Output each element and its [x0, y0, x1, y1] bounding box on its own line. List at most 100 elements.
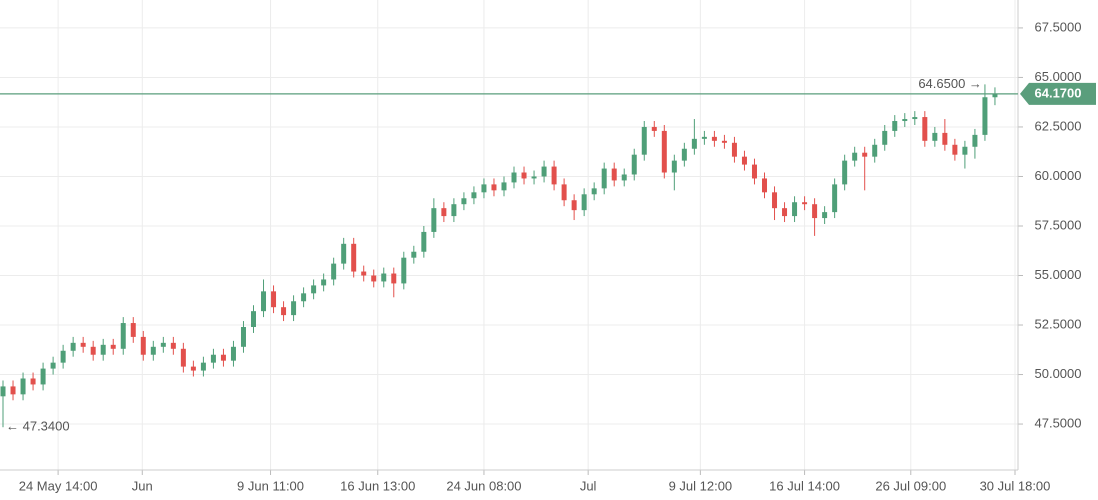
- candle-body: [491, 184, 497, 191]
- candle-body: [401, 257, 407, 284]
- candle-body: [210, 354, 216, 363]
- candle-body: [331, 263, 337, 280]
- candle-body: [10, 386, 16, 395]
- candle-body: [180, 348, 186, 367]
- low-annotation: ← 47.3400: [6, 419, 70, 434]
- candle-body: [451, 204, 457, 217]
- candle-body: [661, 130, 667, 173]
- candle-body: [80, 342, 86, 347]
- candle-body: [872, 144, 878, 157]
- candle-body: [511, 172, 517, 183]
- candle-body: [521, 172, 527, 179]
- x-tick-label: Jul: [580, 478, 597, 493]
- candle-body: [561, 184, 567, 201]
- y-tick-label: 52.5000: [1035, 316, 1082, 331]
- candle-body: [992, 93, 998, 98]
- candle-body: [110, 344, 116, 349]
- candle-body: [601, 168, 607, 189]
- candle-body: [902, 119, 908, 122]
- candle-body: [321, 279, 327, 286]
- last-price-label: 64.1700: [1035, 85, 1082, 100]
- candle-body: [311, 285, 317, 294]
- candle-body: [341, 243, 347, 264]
- candle-body: [100, 344, 106, 355]
- candle-body: [20, 378, 26, 395]
- candle-body: [50, 362, 56, 369]
- candle-body: [120, 323, 126, 349]
- candle-body: [160, 342, 166, 347]
- candle-body: [962, 146, 968, 155]
- x-tick-label: 16 Jun 13:00: [340, 478, 415, 493]
- candle-body: [591, 188, 597, 195]
- candle-body: [581, 194, 587, 211]
- candle-body: [751, 164, 757, 179]
- candle-body: [721, 140, 727, 143]
- x-tick-label: 9 Jul 12:00: [669, 478, 733, 493]
- candle-body: [90, 346, 96, 355]
- candle-body: [501, 182, 507, 191]
- candle-body: [822, 212, 828, 219]
- candle-body: [842, 160, 848, 185]
- y-tick-label: 47.5000: [1035, 415, 1082, 430]
- candle-body: [701, 136, 707, 139]
- candle-body: [792, 202, 798, 217]
- candle-body: [611, 168, 617, 181]
- candle-body: [351, 243, 357, 272]
- candle-body: [782, 208, 788, 217]
- candle-body: [651, 126, 657, 131]
- candle-body: [882, 130, 888, 145]
- candle-body: [641, 126, 647, 155]
- candle-body: [60, 350, 66, 363]
- candle-body: [481, 184, 487, 193]
- candle-body: [130, 323, 136, 337]
- candle-body: [461, 198, 467, 205]
- candle-body: [30, 378, 36, 385]
- candle-body: [271, 291, 277, 308]
- candle-body: [541, 166, 547, 177]
- candle-body: [431, 208, 437, 232]
- x-tick-label: 30 Jul 18:00: [980, 478, 1051, 493]
- candle-body: [772, 192, 778, 209]
- y-tick-label: 57.5000: [1035, 217, 1082, 232]
- candle-body: [551, 166, 557, 185]
- candle-body: [391, 273, 397, 284]
- candle-body: [922, 117, 928, 141]
- candle-body: [170, 342, 176, 349]
- candle-body: [240, 326, 246, 347]
- y-tick-label: 62.5000: [1035, 118, 1082, 133]
- x-tick-label: 9 Jun 11:00: [237, 478, 304, 493]
- candle-body: [441, 208, 447, 217]
- y-tick-label: 50.0000: [1035, 366, 1082, 381]
- candle-body: [912, 117, 918, 120]
- last-price-tag: [1020, 82, 1096, 105]
- candle-body: [812, 204, 818, 219]
- candle-body: [802, 202, 808, 205]
- y-tick-label: 65.0000: [1035, 69, 1082, 84]
- candle-body: [942, 132, 948, 145]
- candle-body: [571, 200, 577, 211]
- candle-body: [932, 132, 938, 141]
- high-annotation: 64.6500 →: [918, 76, 982, 91]
- candle-body: [361, 271, 367, 276]
- candle-body: [862, 152, 868, 157]
- candle-body: [200, 362, 206, 371]
- candle-body: [0, 386, 6, 397]
- x-tick-label: 24 May 14:00: [19, 478, 98, 493]
- candle-body: [411, 251, 417, 258]
- candle-body: [301, 293, 307, 302]
- candle-body: [762, 178, 768, 193]
- candle-body: [711, 136, 717, 141]
- candle-body: [230, 346, 236, 361]
- candle-body: [631, 154, 637, 175]
- candle-body: [972, 134, 978, 147]
- candle-body: [281, 307, 287, 316]
- candle-body: [621, 174, 627, 181]
- candle-body: [421, 231, 427, 252]
- candle-body: [892, 121, 898, 131]
- candle-body: [741, 156, 747, 165]
- candle-body: [261, 291, 267, 312]
- candle-body: [681, 148, 687, 161]
- candle-body: [40, 368, 46, 385]
- candle-body: [70, 342, 76, 351]
